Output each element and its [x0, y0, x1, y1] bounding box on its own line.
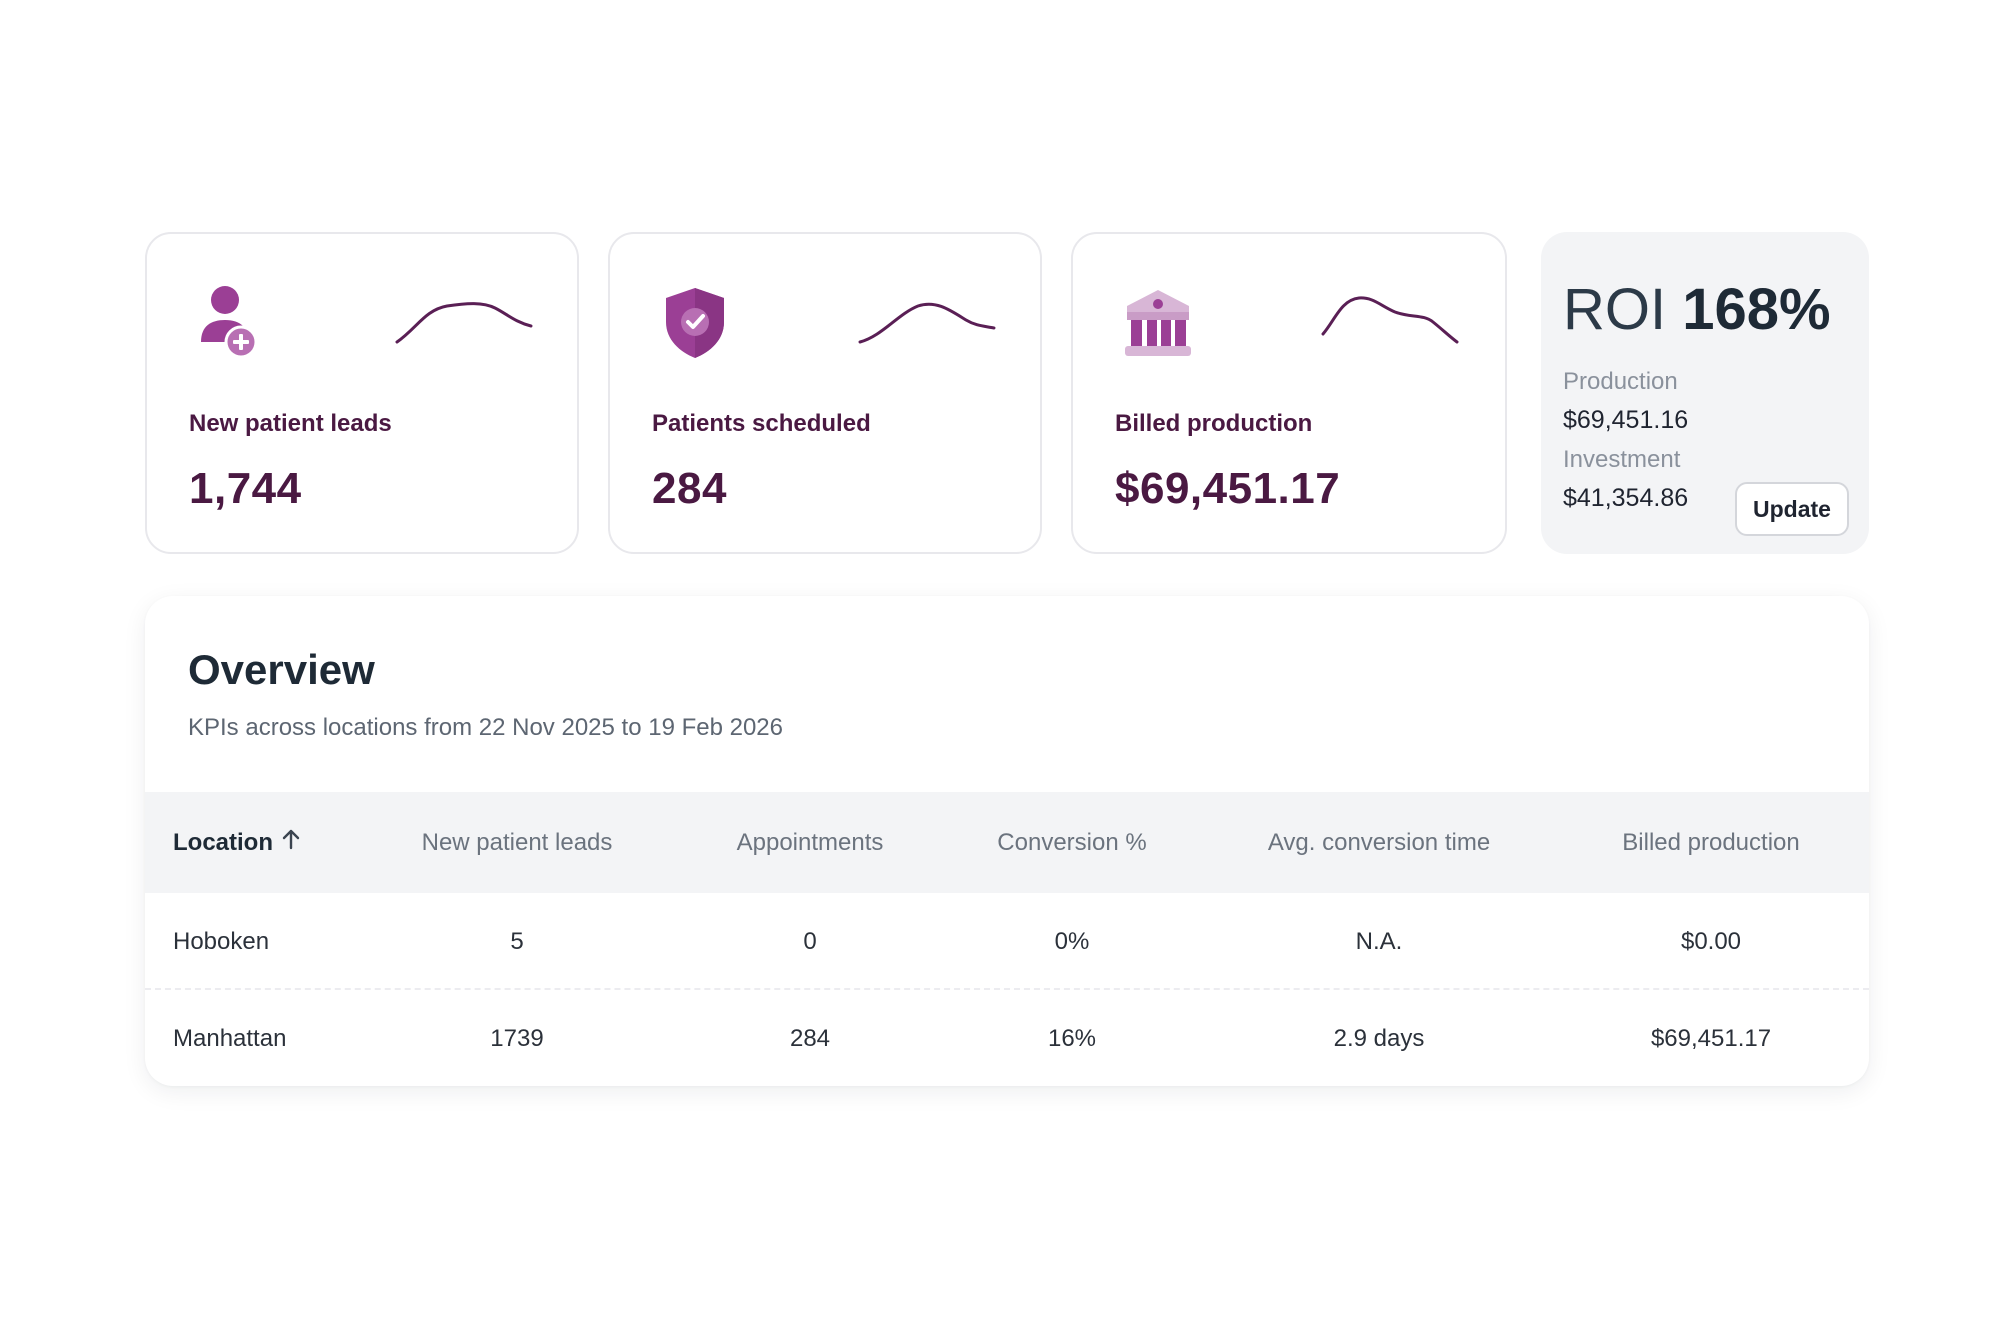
column-header-appointments[interactable]: Appointments — [736, 828, 884, 856]
cell-billed-production: $0.00 — [1680, 927, 1742, 955]
kpi-label: Billed production — [1115, 410, 1313, 437]
kpi-card-patients-scheduled: Patients scheduled 284 — [608, 232, 1042, 554]
shield-check-icon — [660, 284, 730, 360]
column-header-avg-conversion-time[interactable]: Avg. conversion time — [1267, 828, 1491, 856]
cell-new-patient-leads: 1739 — [490, 1024, 544, 1052]
roi-card: ROI 168% Production $69,451.16 Investmen… — [1541, 232, 1869, 554]
overview-title: Overview — [188, 646, 375, 693]
cell-avg-conversion-time: 2.9 days — [1333, 1024, 1425, 1052]
column-header-new-patient-leads[interactable]: New patient leads — [421, 828, 613, 856]
kpi-value: 284 — [652, 464, 727, 513]
kpi-label: New patient leads — [189, 410, 392, 437]
user-plus-icon — [197, 284, 267, 360]
overview-subtitle: KPIs across locations from 22 Nov 2025 t… — [188, 714, 783, 741]
column-header-label: Location — [173, 828, 273, 856]
cell-conversion: 0% — [1054, 927, 1090, 955]
patients-scheduled-sparkline — [858, 302, 996, 344]
production-label: Production — [1563, 368, 1678, 395]
billed-production-sparkline — [1321, 296, 1459, 344]
roi-percentage: 168% — [1682, 277, 1831, 342]
table-row: Manhattan 1739 284 16% 2.9 days $69,451.… — [145, 990, 1869, 1086]
bank-icon — [1123, 284, 1193, 360]
cell-avg-conversion-time: N.A. — [1355, 927, 1403, 955]
roi-title: ROI 168% — [1563, 276, 1831, 343]
kpi-card-billed-production: Billed production $69,451.17 — [1071, 232, 1507, 554]
cell-location: Manhattan — [173, 1024, 287, 1052]
investment-label: Investment — [1563, 446, 1681, 473]
cell-appointments: 284 — [789, 1024, 831, 1052]
arrow-up-icon — [281, 828, 301, 857]
cell-location: Hoboken — [173, 927, 270, 955]
column-header-location[interactable]: Location — [173, 792, 301, 893]
kpi-label: Patients scheduled — [652, 410, 871, 437]
cell-new-patient-leads: 5 — [510, 927, 524, 955]
overview-card: Overview KPIs across locations from 22 N… — [145, 596, 1869, 1086]
kpi-value: 1,744 — [189, 464, 302, 513]
roi-prefix: ROI — [1563, 277, 1667, 342]
investment-value: $41,354.86 — [1563, 484, 1689, 512]
production-value: $69,451.16 — [1563, 406, 1689, 434]
column-header-conversion[interactable]: Conversion % — [997, 828, 1147, 856]
table-row: Hoboken 5 0 0% N.A. $0.00 — [145, 893, 1869, 990]
update-button[interactable]: Update — [1735, 482, 1849, 536]
cell-billed-production: $69,451.17 — [1650, 1024, 1772, 1052]
kpi-value: $69,451.17 — [1115, 464, 1341, 513]
column-header-billed-production[interactable]: Billed production — [1622, 828, 1800, 856]
cell-appointments: 0 — [803, 927, 817, 955]
kpi-card-new-patient-leads: New patient leads 1,744 — [145, 232, 579, 554]
table-header: Location New patient leads Appointments … — [145, 792, 1869, 893]
cell-conversion: 16% — [1047, 1024, 1097, 1052]
new-patient-leads-sparkline — [395, 302, 533, 344]
